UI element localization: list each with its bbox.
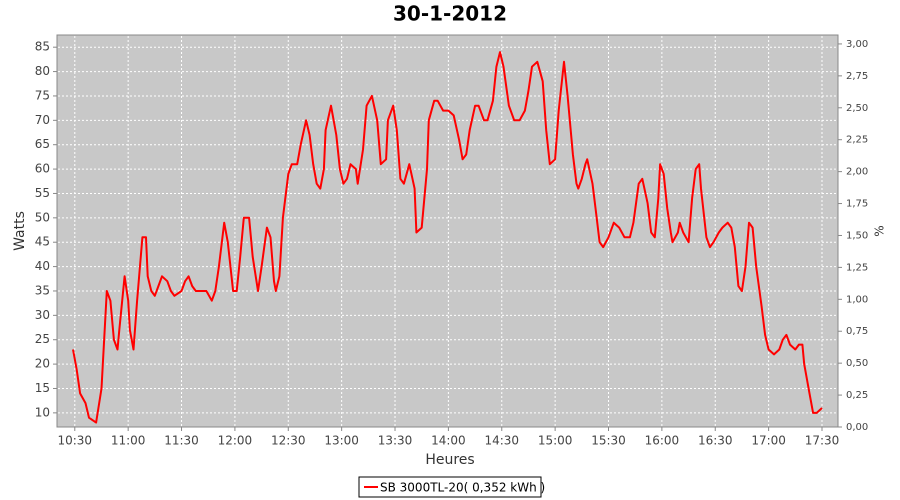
x-tick-label: 12:30 [271, 434, 306, 448]
series-line [72, 51, 823, 424]
y-tick-label: 85 [35, 40, 50, 54]
x-tick-label: 16:30 [698, 434, 733, 448]
x-tick-label: 11:00 [111, 434, 146, 448]
y2-tick-label: 1,25 [846, 262, 868, 273]
y2-tick-label: 1,00 [846, 294, 868, 305]
plot-area [56, 34, 839, 428]
y-tick-label: 70 [35, 113, 50, 127]
x-tick-label: 10:30 [57, 434, 92, 448]
y2-tick-label: 0,50 [846, 358, 868, 369]
chart-title: 30-1-2012 [393, 2, 507, 26]
y2-tick-label: 1,50 [846, 230, 868, 241]
y-tick-label: 25 [35, 332, 50, 346]
y2-tick-label: 3,00 [846, 39, 868, 50]
y-tick-label: 80 [35, 64, 50, 78]
x-tick-label: 17:30 [805, 434, 840, 448]
y-tick-label: 65 [35, 137, 50, 151]
legend [358, 476, 542, 498]
x-tick-label: 13:30 [378, 434, 413, 448]
x-tick-label: 11:30 [164, 434, 199, 448]
x-tick-label: 16:00 [645, 434, 680, 448]
y-tick-label: 20 [35, 357, 50, 371]
y-tick-label: 50 [35, 210, 50, 224]
y-tick-label: 40 [35, 259, 50, 273]
x-tick-label: 14:00 [431, 434, 466, 448]
y-tick-label: 55 [35, 186, 50, 200]
y-tick-label: 60 [35, 162, 50, 176]
y2-tick-label: 0,00 [846, 422, 868, 433]
y2-axis-label: % [873, 225, 887, 236]
y-tick-label: 10 [35, 405, 50, 419]
y2-tick-label: 2,75 [846, 71, 868, 82]
x-tick-label: 15:00 [538, 434, 573, 448]
y-tick-label: 35 [35, 283, 50, 297]
y2-tick-label: 2,50 [846, 103, 868, 114]
x-axis-label: Heures [425, 452, 474, 468]
x-tick-label: 15:30 [591, 434, 626, 448]
y-tick-label: 45 [35, 235, 50, 249]
y2-tick-label: 2,00 [846, 167, 868, 178]
y2-tick-label: 0,25 [846, 390, 868, 401]
legend-label: SB 3000TL-20( 0,352 kWh ) [380, 481, 545, 495]
x-tick-label: 17:00 [751, 434, 786, 448]
y2-tick-label: 1,75 [846, 199, 868, 210]
x-tick-label: 12:00 [218, 434, 253, 448]
y2-tick-label: 0,75 [846, 326, 868, 337]
y-tick-label: 75 [35, 88, 50, 102]
x-tick-label: 14:30 [484, 434, 519, 448]
y-tick-label: 30 [35, 308, 50, 322]
x-tick-label: 13:00 [324, 434, 359, 448]
y-axis-label: Watts [12, 211, 28, 251]
y-tick-label: 15 [35, 381, 50, 395]
y2-tick-label: 2,25 [846, 135, 868, 146]
